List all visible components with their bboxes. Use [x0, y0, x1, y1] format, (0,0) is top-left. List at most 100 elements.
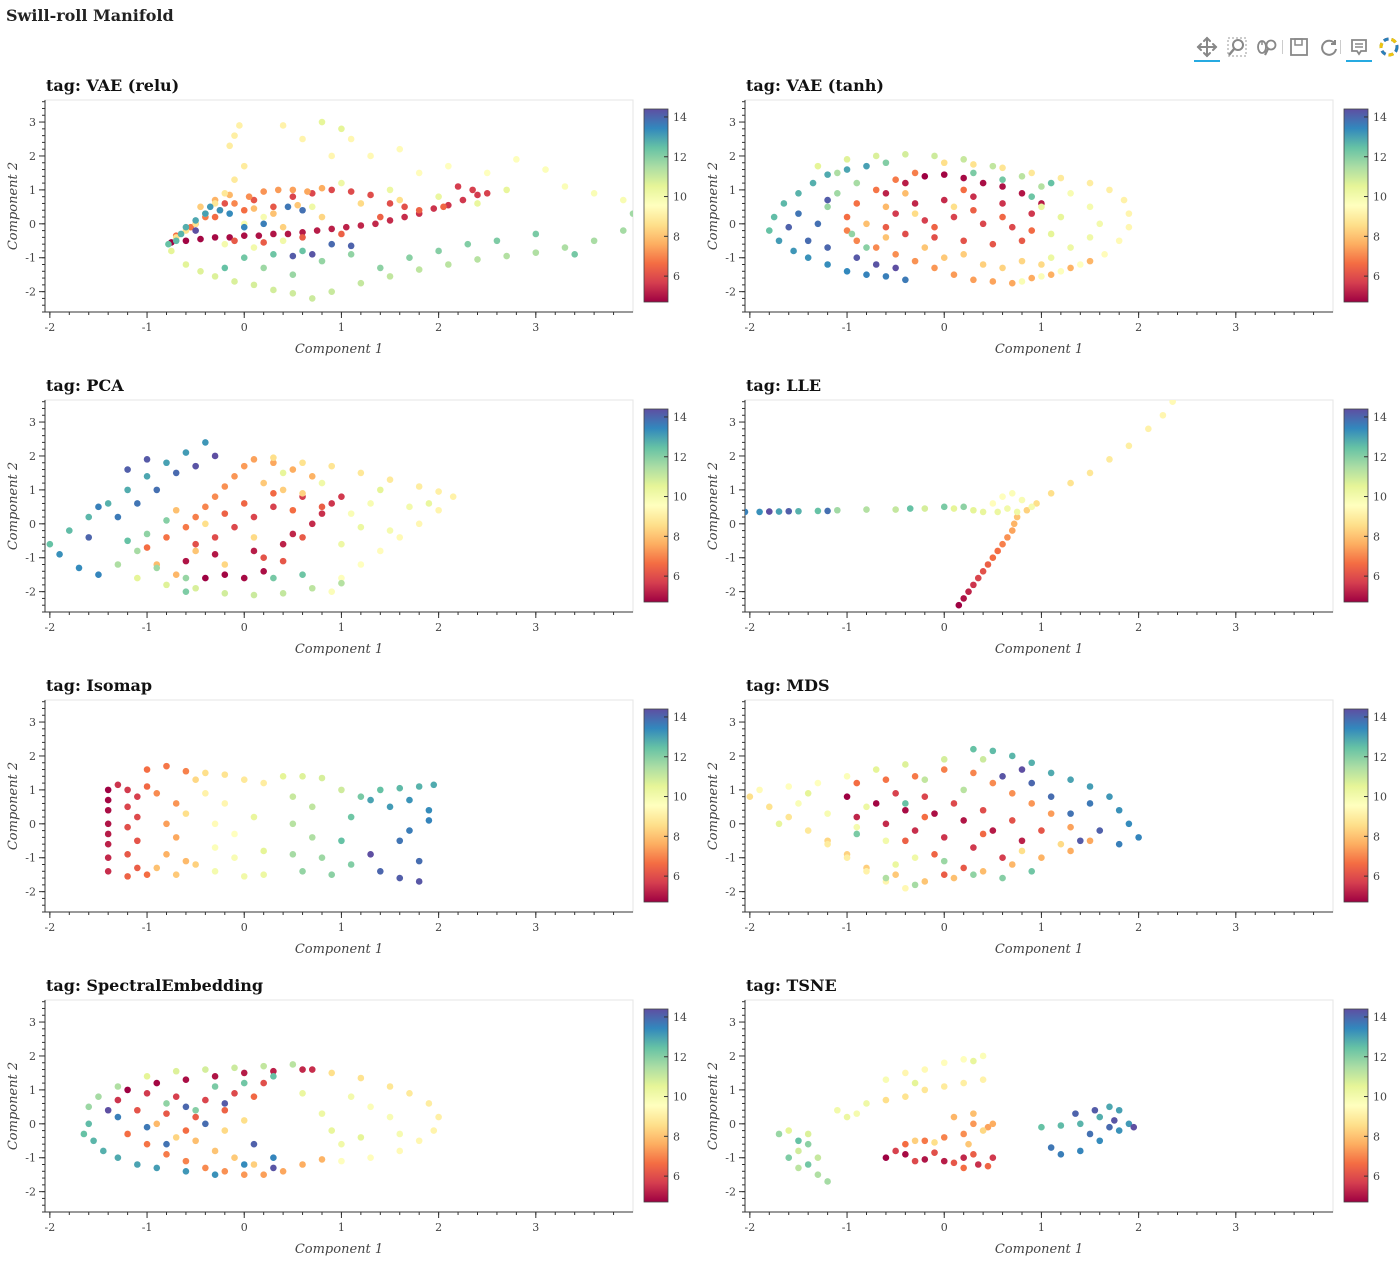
scatter-point: [960, 595, 967, 602]
scatter-point: [165, 240, 172, 248]
hover-tool[interactable]: [1344, 33, 1374, 62]
scatter-point: [367, 152, 374, 160]
scatter-point: [406, 796, 413, 804]
scatter-point: [1008, 861, 1016, 868]
scatter-series: [843, 789, 1045, 878]
scatter-point: [1028, 193, 1036, 200]
scatter-point: [192, 462, 199, 470]
scatter-point: [940, 254, 948, 262]
scatter-point: [396, 874, 404, 882]
scatter-point: [114, 513, 122, 521]
scatter-point: [134, 547, 141, 555]
scatter-point: [892, 861, 899, 868]
scatter-point: [843, 166, 851, 173]
scatter-series: [143, 762, 199, 878]
scatter-point: [143, 1089, 151, 1097]
scatter-point: [401, 203, 408, 211]
scatter-point: [377, 867, 384, 875]
scatter-point: [1008, 817, 1016, 824]
scatter-point: [328, 588, 336, 595]
scatter-point: [85, 1103, 93, 1111]
scatter-point: [124, 537, 131, 545]
scatter-point: [192, 584, 199, 592]
scatter-point: [1115, 1106, 1123, 1114]
x-tick-label: -2: [745, 1221, 756, 1234]
y-tick-label: 3: [29, 1016, 36, 1029]
scatter-point: [765, 803, 773, 811]
scatter-point: [999, 874, 1006, 882]
scatter-point: [299, 773, 306, 780]
scatter-point: [809, 179, 817, 187]
scatter-point: [347, 1093, 355, 1100]
scatter-point: [279, 1167, 287, 1175]
scatter-point: [765, 508, 773, 515]
points-layer: [765, 150, 1133, 287]
scatter-point: [902, 1151, 909, 1158]
scatter-point: [780, 200, 788, 207]
save-tool[interactable]: [1284, 33, 1314, 61]
chart-title: tag: Isomap: [46, 676, 152, 695]
scatter-point: [960, 156, 967, 163]
scatter-point: [1057, 213, 1065, 221]
scatter-point: [1057, 1122, 1065, 1129]
scatter-point: [853, 830, 861, 838]
scatter-point: [1038, 261, 1045, 268]
reset-tool[interactable]: [1314, 33, 1344, 61]
scatter-point: [1013, 513, 1021, 521]
scatter-point: [931, 810, 938, 817]
scatter-point: [999, 773, 1006, 780]
scatter-point: [1106, 1123, 1113, 1131]
box-zoom-tool[interactable]: [1222, 33, 1252, 61]
scatter-point: [367, 851, 374, 858]
scatter-point: [746, 793, 754, 800]
plot-area: [44, 999, 634, 1213]
scatter-point: [163, 762, 170, 770]
scatter-point: [911, 854, 919, 862]
bokeh-logo[interactable]: [1374, 33, 1400, 61]
scatter-point: [1086, 234, 1094, 241]
scatter-point: [124, 1086, 131, 1094]
scatter-point: [1067, 264, 1074, 272]
wheel-zoom-tool[interactable]: [1252, 33, 1282, 61]
scatter-point: [979, 867, 987, 875]
scatter-point: [172, 237, 180, 245]
scatter-point: [318, 503, 326, 511]
scatter-point: [134, 793, 141, 800]
scatter-point: [430, 781, 438, 789]
scatter-point: [1047, 179, 1055, 187]
scatter-point: [804, 237, 812, 245]
scatter-point: [1125, 223, 1133, 231]
scatter-point: [911, 1079, 919, 1087]
scatter-point: [328, 152, 336, 160]
scatter-point: [415, 520, 423, 528]
scatter-point: [396, 1147, 404, 1155]
scatter-point: [289, 851, 297, 858]
scatter-series: [165, 203, 355, 260]
scatter-point: [250, 281, 258, 289]
y-tick-label: -1: [725, 1152, 736, 1165]
scatter-point: [240, 232, 248, 239]
pan-tool[interactable]: [1192, 33, 1222, 62]
scatter-point: [843, 213, 851, 221]
scatter-point: [250, 1093, 258, 1100]
x-tick-label: -1: [142, 621, 153, 634]
scatter-point: [940, 1059, 948, 1067]
scatter-point: [1125, 442, 1133, 450]
scatter-point: [1018, 496, 1026, 504]
scatter-point: [338, 579, 345, 587]
scatter-point: [308, 834, 316, 841]
y-tick-label: 3: [29, 116, 36, 129]
scatter-point: [921, 217, 929, 224]
scatter-series: [902, 1110, 997, 1148]
scatter-point: [931, 223, 938, 231]
scatter-point: [814, 1171, 822, 1178]
scatter-point: [56, 551, 63, 558]
scatter-point: [979, 179, 987, 187]
scatter-point: [814, 162, 822, 170]
scatter-point: [970, 193, 977, 200]
scatter-point: [270, 489, 277, 497]
colorbar-tick-label: 10: [1373, 1091, 1387, 1104]
scatter-point: [377, 486, 384, 494]
scatter-point: [1018, 278, 1026, 285]
